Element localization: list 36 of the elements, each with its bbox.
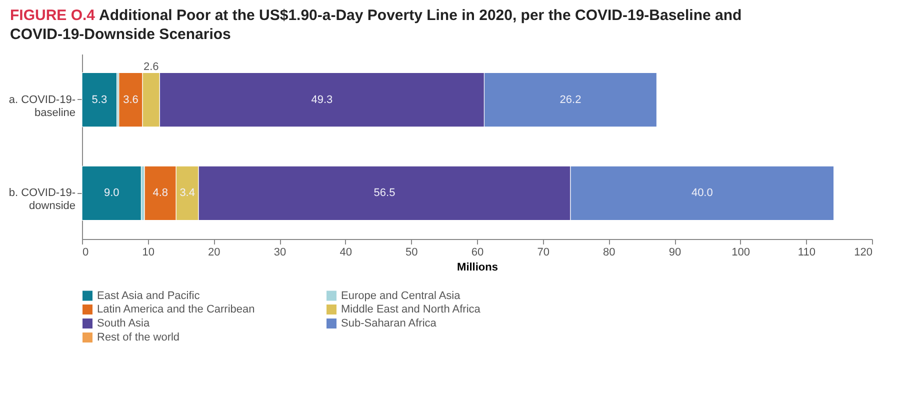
data-label: 3.4 [180, 187, 195, 200]
x-tick-label: 20 [208, 246, 220, 258]
x-tick-label: 110 [798, 246, 816, 258]
legend-label: Latin America and the Carribean [97, 304, 255, 316]
data-label: 2.6 [143, 60, 159, 73]
x-tick-label: 90 [668, 246, 682, 258]
x-tick-label: 50 [406, 246, 418, 258]
x-tick-label: 100 [732, 246, 750, 258]
data-label: 40.0 [691, 187, 713, 200]
x-axis-title: Millions [457, 262, 498, 274]
bar [82, 72, 118, 128]
x-tick-label: 10 [142, 246, 154, 258]
x-tick-label: 70 [537, 246, 550, 258]
data-label: 3.6 [123, 94, 138, 106]
legend-label: Rest of the world [97, 332, 180, 344]
x-tick-label: 80 [603, 246, 616, 258]
legend-label: Middle East and North Africa [341, 304, 482, 316]
data-label: 9.0 [104, 187, 120, 200]
legend-label: East Asia and Pacific [97, 290, 200, 302]
x-tick-label: 0 [82, 246, 89, 258]
data-label: 26.2 [560, 94, 582, 106]
x-tick-label: 60 [471, 246, 484, 258]
legend-label: Sub-Saharan Africa [341, 318, 438, 330]
data-label: 5.3 [92, 94, 108, 106]
x-tick-label: 120 [854, 246, 872, 258]
data-label: 49.3 [311, 94, 333, 106]
data-label: 4.8 [152, 187, 168, 200]
legend-label: Europe and Central Asia [341, 290, 462, 302]
data-label: 56.5 [374, 187, 396, 200]
y-tick-label: a. COVID-19-baseline [8, 94, 76, 119]
chart-title: FIGURE O.4 Additional Poor at the US$1.90-a-Day Poverty Line in 2020, per the COVID-19-Baseline and COVID-19-Downside Scenarios [9, 6, 743, 44]
bar [82, 166, 142, 221]
x-tick-label: 30 [274, 246, 286, 258]
legend-label: South Asia [97, 318, 150, 330]
y-tick-label: b. COVID-19-downside [8, 187, 76, 212]
x-tick-label: 40 [340, 246, 352, 258]
